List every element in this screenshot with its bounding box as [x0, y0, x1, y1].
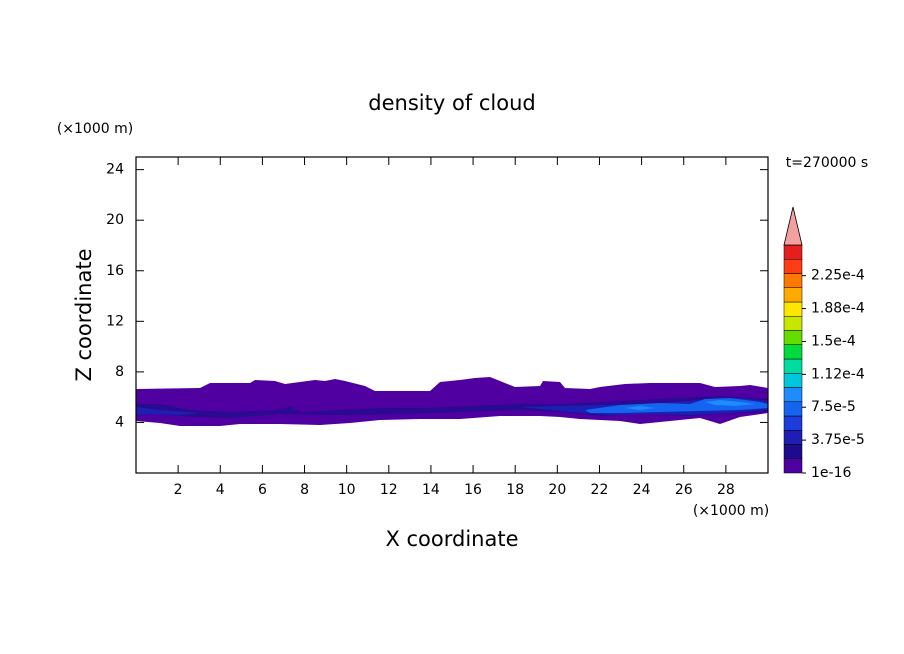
colorbar-label: 1.12e-4 [811, 366, 865, 382]
x-tick-label: 4 [216, 482, 225, 498]
colorbar-band [783, 244, 803, 260]
x-tick-label: 26 [675, 482, 693, 498]
x-tick-label: 10 [338, 482, 356, 498]
colorbar-band [783, 401, 803, 417]
colorbar-band [783, 458, 803, 474]
x-tick-label: 28 [717, 482, 735, 498]
x-tick-label: 22 [591, 482, 609, 498]
y-tick-label: 4 [115, 414, 124, 430]
colorbar-over [783, 206, 803, 246]
colorbar-label: 7.5e-5 [811, 399, 856, 415]
colorbar-band [783, 301, 803, 317]
x-unit: (×1000 m) [693, 503, 769, 519]
colorbar-band [783, 430, 803, 445]
colorbar-label: 1e-16 [811, 465, 851, 481]
y-axis-label: Z coordinate [72, 248, 96, 381]
colorbar-label: 3.75e-5 [811, 432, 865, 448]
colorbar-band [783, 316, 803, 331]
x-tick-label: 24 [633, 482, 651, 498]
x-tick-label: 18 [506, 482, 524, 498]
y-tick-label: 8 [115, 364, 124, 380]
x-tick-label: 12 [380, 482, 398, 498]
time-label: t=270000 s [786, 155, 868, 171]
x-axis-label: X coordinate [385, 527, 518, 551]
colorbar-band [783, 358, 803, 374]
x-tick-label: 16 [464, 482, 482, 498]
colorbar-label: 1.88e-4 [811, 301, 865, 317]
colorbar-band [783, 415, 803, 431]
y-tick-label: 24 [106, 162, 124, 178]
y-tick-label: 12 [106, 313, 124, 329]
y-tick-label: 20 [106, 212, 124, 228]
colorbar-band [783, 259, 803, 274]
x-tick-label: 8 [300, 482, 309, 498]
x-tick-label: 14 [422, 482, 440, 498]
plot-frame [135, 156, 769, 474]
colorbar-band [783, 273, 803, 288]
x-tick-label: 2 [174, 482, 183, 498]
colorbar-band [783, 344, 803, 360]
x-tick-label: 6 [258, 482, 267, 498]
y-unit: (×1000 m) [57, 121, 133, 137]
colorbar-band [783, 387, 803, 402]
x-tick-label: 20 [548, 482, 566, 498]
colorbar-label: 2.25e-4 [811, 268, 865, 284]
chart-title: density of cloud [368, 91, 535, 115]
contour-fill [625, 400, 755, 410]
colorbar-band [783, 330, 803, 345]
y-tick-label: 16 [106, 263, 124, 279]
colorbar-band [783, 373, 803, 388]
colorbar-label: 1.5e-4 [811, 333, 856, 349]
colorbar-band [783, 444, 803, 459]
colorbar-band [783, 287, 803, 303]
contour-field [136, 377, 768, 426]
